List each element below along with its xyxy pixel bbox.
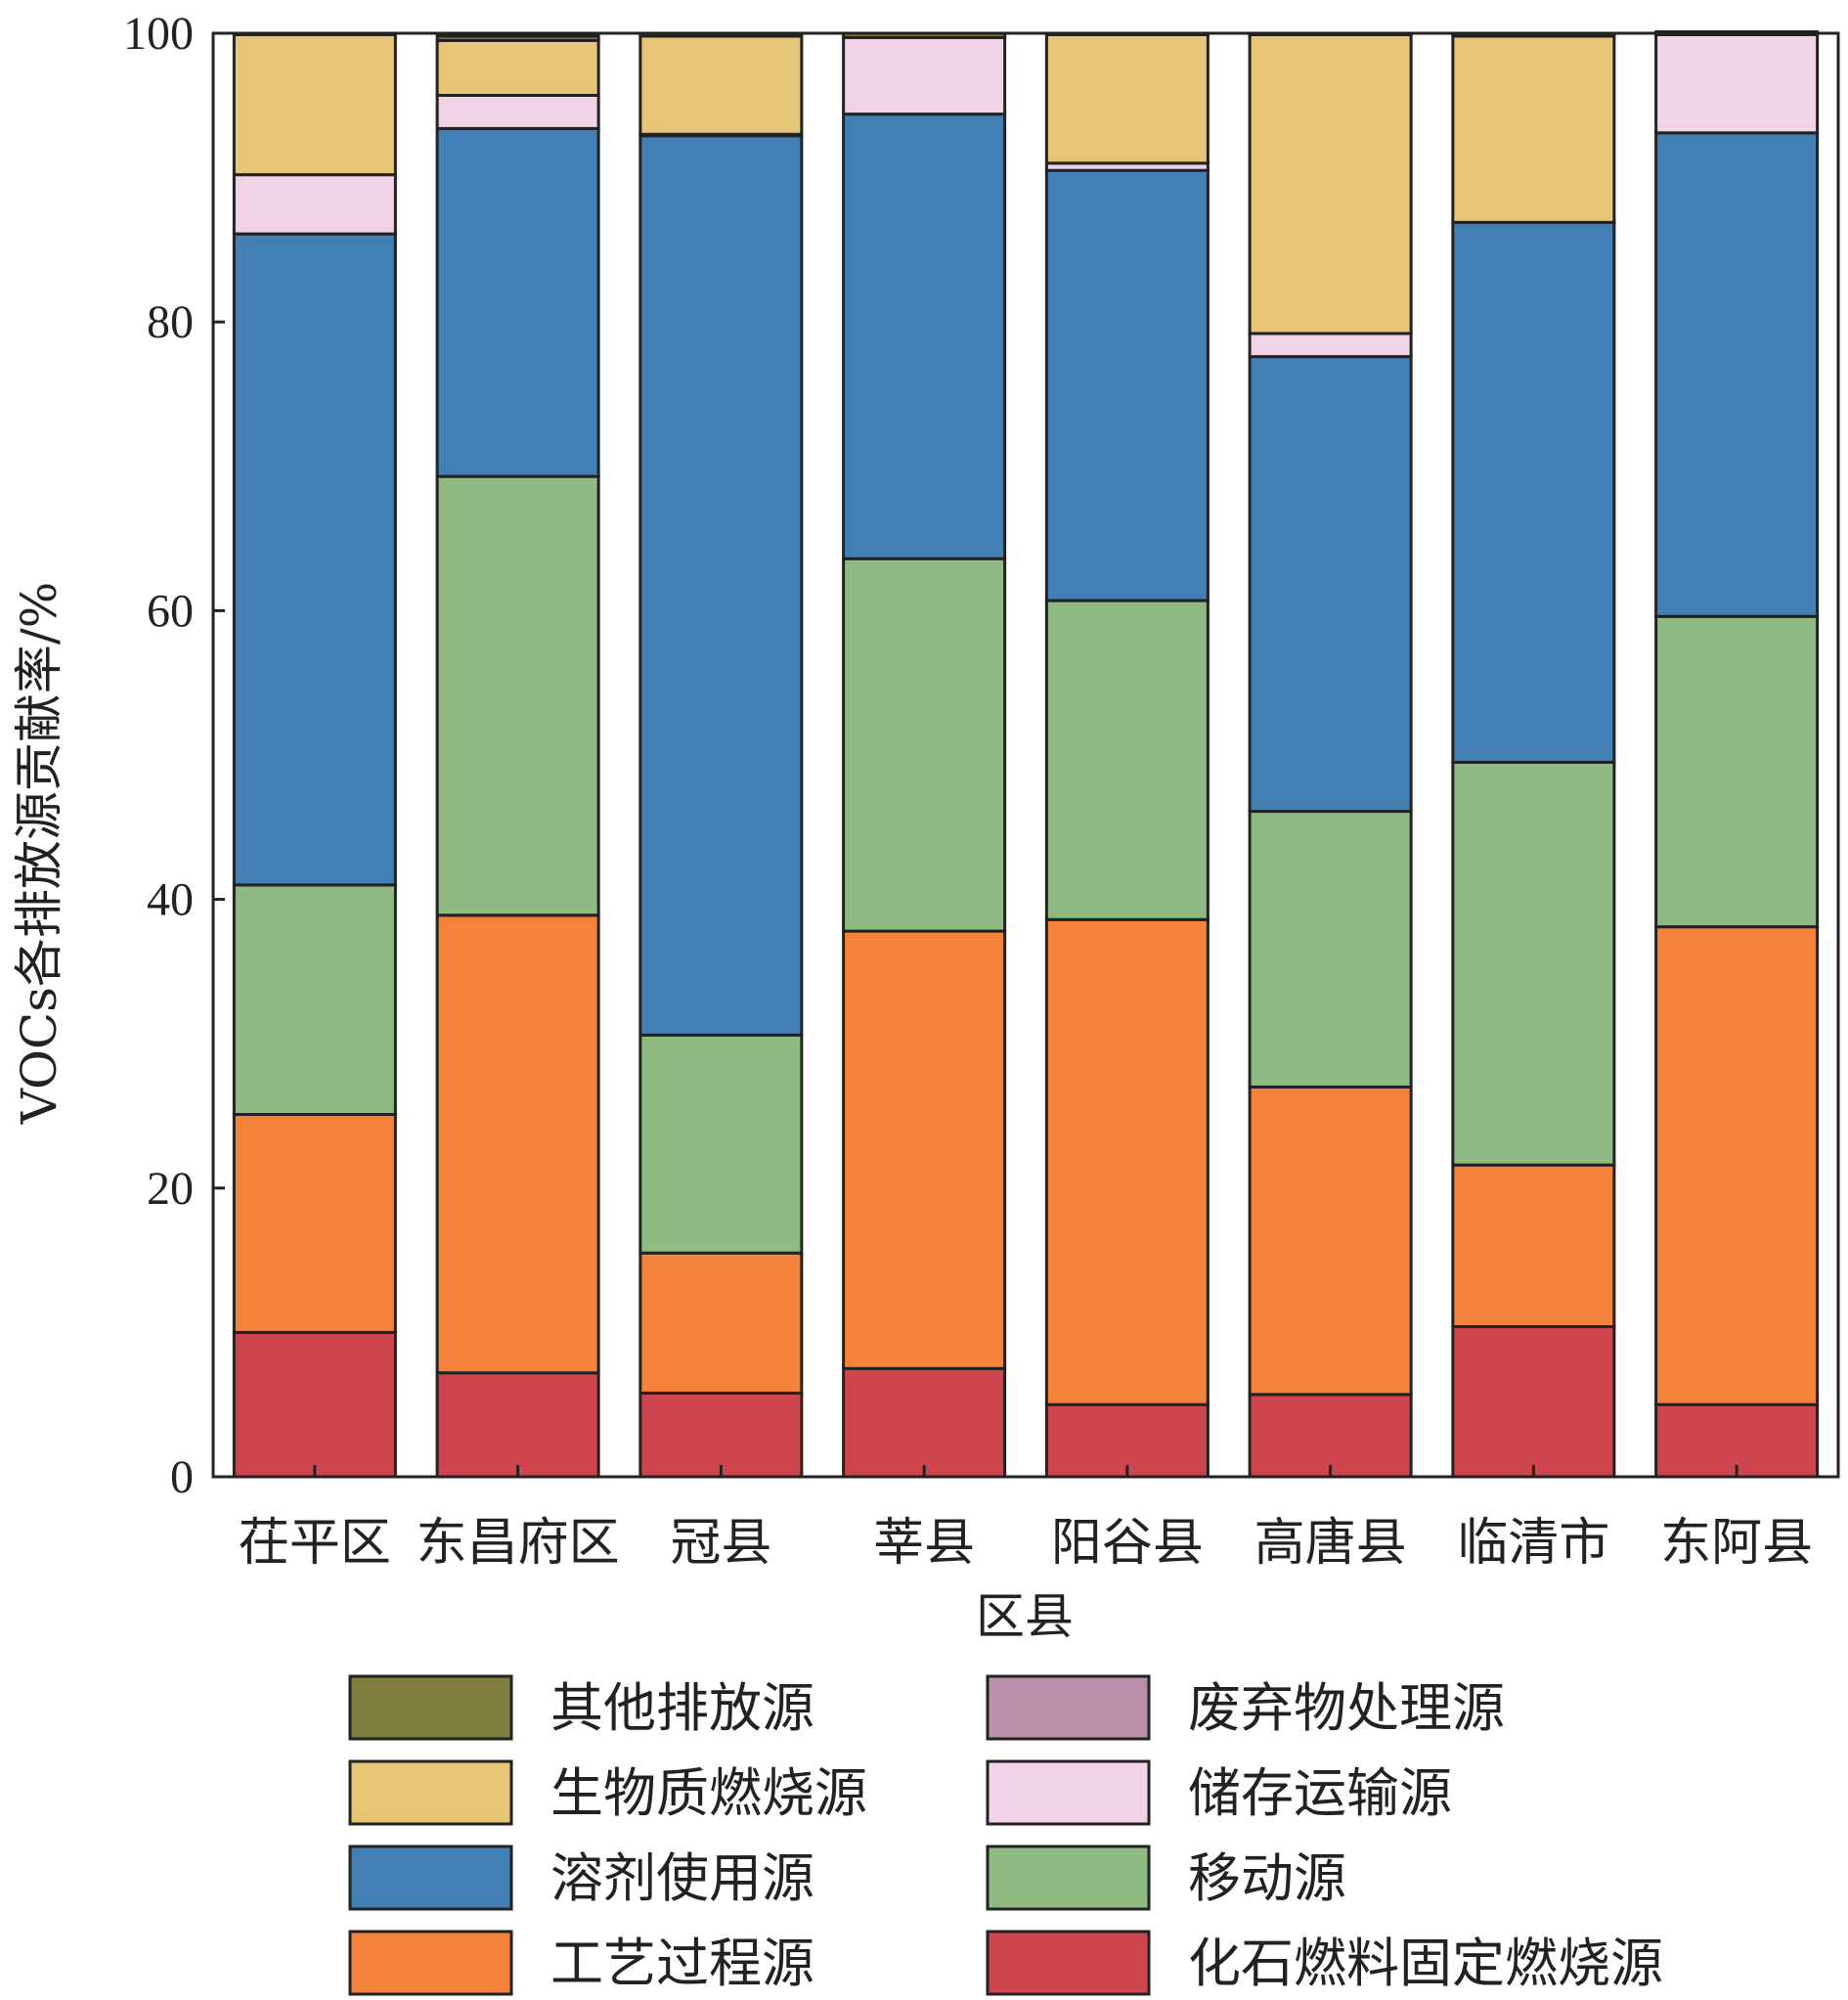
bar-segment	[842, 1366, 1007, 1479]
bar-segment	[435, 34, 600, 42]
bar-segment	[435, 38, 600, 97]
bar-segment	[1654, 32, 1820, 135]
legend-item: 生物质燃烧源	[348, 1759, 867, 1826]
bar-segment	[1248, 355, 1413, 814]
bar-segment	[638, 134, 804, 1037]
bar-segment	[435, 93, 600, 130]
legend-item: 其他排放源	[348, 1674, 814, 1741]
bar-segment	[638, 1251, 804, 1395]
bar-segment	[232, 1330, 397, 1479]
legend-label: 溶剂使用源	[550, 1847, 814, 1909]
bar-segment	[1248, 1393, 1413, 1479]
bar-segment	[1654, 614, 1820, 929]
y-tick-label: 80	[147, 296, 194, 348]
x-axis-title: 区县	[976, 1588, 1074, 1645]
bar-segment	[1654, 925, 1820, 1406]
bar-stack	[638, 31, 804, 1479]
x-tick-label: 莘县	[873, 1514, 975, 1573]
legend-swatch	[348, 1930, 513, 1996]
legend-swatch	[986, 1759, 1151, 1826]
legend-item: 移动源	[986, 1844, 1346, 1911]
bar-segment	[638, 1033, 804, 1255]
x-axis: 茌平区 东昌府区 冠县 莘县 阳谷县 高唐县 临清市 东阿县	[239, 1465, 1813, 1573]
bar-segment	[1451, 1324, 1616, 1479]
y-axis: 0 20 40 60 80 100	[123, 8, 225, 1503]
bar-segment	[1451, 220, 1616, 764]
bar-segment	[1248, 1085, 1413, 1397]
legend-swatch	[986, 1930, 1151, 1996]
legend-label: 工艺过程源	[550, 1933, 814, 1994]
bar-stack	[1654, 30, 1820, 1479]
y-tick-label: 100	[123, 8, 194, 60]
x-tick-label: 冠县	[670, 1514, 771, 1573]
bar-segment	[1451, 1163, 1616, 1328]
legend-swatch	[348, 1674, 513, 1741]
bar-segment	[232, 1113, 397, 1334]
legend-label: 生物质燃烧源	[550, 1762, 867, 1824]
bar-segment	[1044, 1402, 1210, 1479]
legend-swatch	[986, 1844, 1151, 1911]
bar-stack	[1451, 31, 1616, 1479]
bar-segment	[1248, 332, 1413, 359]
plot-frame	[211, 31, 1840, 1479]
y-tick-label: 20	[147, 1163, 194, 1215]
bar-segment	[842, 112, 1007, 560]
bar-stack	[1044, 31, 1210, 1479]
bar-segment	[232, 32, 397, 177]
bar-segment	[1044, 32, 1210, 165]
bar-segment	[1044, 168, 1210, 602]
bar-segment	[1451, 760, 1616, 1167]
bar-segment	[1044, 599, 1210, 921]
bar-segment	[232, 883, 397, 1117]
bar-segment	[638, 34, 804, 136]
bar-stack	[842, 31, 1007, 1479]
legend-label: 其他排放源	[550, 1677, 814, 1739]
bar-segment	[1248, 810, 1413, 1089]
x-tick-label: 临清市	[1457, 1514, 1609, 1573]
y-axis-title: VOCs各排放源贡献率/%	[11, 582, 67, 1126]
bar-segment	[1451, 34, 1616, 224]
legend-item: 溶剂使用源	[348, 1844, 814, 1911]
legend-label: 移动源	[1188, 1847, 1346, 1909]
legend-swatch	[986, 1674, 1151, 1741]
bar-segment	[435, 474, 600, 917]
legend-item: 工艺过程源	[348, 1930, 814, 1996]
bar-segment	[1248, 32, 1413, 335]
bar-stack	[435, 34, 600, 1479]
bar-stacks	[232, 30, 1820, 1479]
bar-segment	[842, 929, 1007, 1370]
legend-item: 储存运输源	[986, 1759, 1452, 1826]
bar-segment	[435, 126, 600, 478]
bar-stack	[1248, 31, 1413, 1479]
bar-segment	[232, 232, 397, 887]
bar-segment	[435, 1371, 600, 1479]
bar-segment	[1654, 131, 1820, 618]
legend-label: 废弃物处理源	[1188, 1677, 1505, 1739]
x-tick-label: 东昌府区	[417, 1514, 620, 1573]
x-tick-label: 高唐县	[1254, 1514, 1407, 1573]
y-tick-label: 40	[147, 874, 194, 926]
x-tick-label: 东阿县	[1660, 1514, 1813, 1573]
legend-label: 化石燃料固定燃烧源	[1188, 1933, 1663, 1994]
x-tick-label: 茌平区	[239, 1514, 391, 1573]
legend-swatch	[348, 1759, 513, 1826]
y-tick-label: 60	[147, 585, 194, 637]
legend-swatch	[348, 1844, 513, 1911]
legend-item: 化石燃料固定燃烧源	[986, 1930, 1663, 1996]
legend-item: 废弃物处理源	[986, 1674, 1505, 1741]
y-tick-label: 0	[170, 1451, 194, 1503]
bar-segment	[232, 173, 397, 236]
bar-segment	[842, 556, 1007, 933]
bar-segment	[842, 35, 1007, 116]
bar-segment	[638, 1391, 804, 1479]
legend-label: 储存运输源	[1188, 1762, 1452, 1824]
x-tick-label: 阳谷县	[1051, 1514, 1204, 1573]
bar-segment	[1044, 917, 1210, 1406]
bar-segment	[435, 913, 600, 1375]
bar-stack	[232, 32, 397, 1479]
